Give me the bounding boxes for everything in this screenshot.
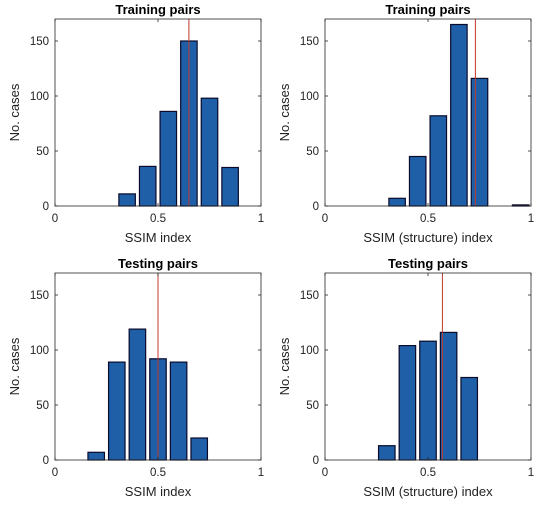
plot-frame [324, 18, 532, 207]
histogram-bar [388, 197, 406, 207]
x-tick-label: 0.5 [150, 213, 166, 225]
histogram-bar [107, 361, 126, 461]
y-tick-label: 150 [30, 36, 49, 48]
y-tick-label: 150 [300, 36, 319, 48]
histogram-bar [398, 345, 417, 461]
histogram-bar [450, 23, 468, 207]
y-axis-label: No. cases [7, 337, 22, 395]
y-tick-label: 50 [306, 146, 319, 158]
histogram-bar [429, 115, 448, 207]
chart-title: Training pairs [385, 2, 470, 17]
histogram-bar [200, 97, 219, 207]
y-tick-label: 50 [36, 146, 49, 158]
x-tick-label: 0 [322, 213, 328, 225]
histogram-panel-4: 0 0.5 1 0 50 100 150 Testing pairs SSIM (structu… [277, 256, 534, 499]
x-tick-label: 0 [52, 213, 58, 225]
histogram-panel-2: 0 0.5 1 0 50 100 150 Training pairs SSIM (struct… [277, 2, 534, 245]
histogram-panel-1: 0 0.5 1 0 50 100 150 Training pairs SSIM index No… [7, 2, 264, 245]
histogram-bar [128, 328, 147, 461]
y-axis-label: No. cases [277, 83, 292, 141]
x-axis-label: SSIM (structure) index [363, 484, 493, 499]
y-tick-label: 150 [300, 290, 319, 302]
x-tick-label: 1 [528, 467, 534, 479]
y-tick-label: 100 [300, 91, 319, 103]
histogram-bar [419, 340, 437, 461]
chart-title: Training pairs [115, 2, 200, 17]
y-tick-label: 0 [43, 201, 49, 213]
x-axis-label: SSIM index [125, 230, 192, 245]
histogram-bar [190, 437, 209, 461]
histogram-bar [377, 445, 396, 461]
histogram-bar [87, 451, 106, 461]
histogram-bar [159, 110, 178, 207]
y-tick-label: 0 [313, 201, 319, 213]
x-tick-label: 0.5 [420, 467, 436, 479]
chart-title: Testing pairs [388, 256, 468, 271]
y-axis-label: No. cases [7, 83, 22, 141]
y-tick-label: 100 [30, 91, 49, 103]
x-axis-label: SSIM index [125, 484, 192, 499]
y-tick-label: 0 [43, 455, 49, 467]
histogram-bar [169, 361, 188, 461]
x-tick-label: 0.5 [150, 467, 166, 479]
y-tick-label: 0 [313, 455, 319, 467]
chart-title: Testing pairs [118, 256, 198, 271]
y-tick-label: 100 [30, 345, 49, 357]
histogram-bar [470, 77, 489, 207]
y-axis-label: No. cases [277, 337, 292, 395]
x-tick-label: 1 [528, 213, 534, 225]
y-tick-label: 150 [30, 290, 49, 302]
y-tick-label: 100 [300, 345, 319, 357]
histogram-bar [138, 165, 157, 207]
x-tick-label: 1 [258, 467, 264, 479]
histogram-bar [408, 155, 427, 207]
histogram-bar [118, 193, 136, 207]
histogram-panel-3: 0 0.5 1 0 50 100 150 Testing pairs SSIM index No.… [7, 256, 264, 499]
y-tick-label: 50 [306, 400, 319, 412]
x-axis-label: SSIM (structure) index [363, 230, 493, 245]
x-tick-label: 1 [258, 213, 264, 225]
x-tick-label: 0.5 [420, 213, 436, 225]
x-tick-label: 0 [52, 467, 58, 479]
y-tick-label: 50 [36, 400, 49, 412]
histogram-bar [221, 166, 239, 207]
x-tick-label: 0 [322, 467, 328, 479]
histogram-bar [460, 376, 479, 461]
